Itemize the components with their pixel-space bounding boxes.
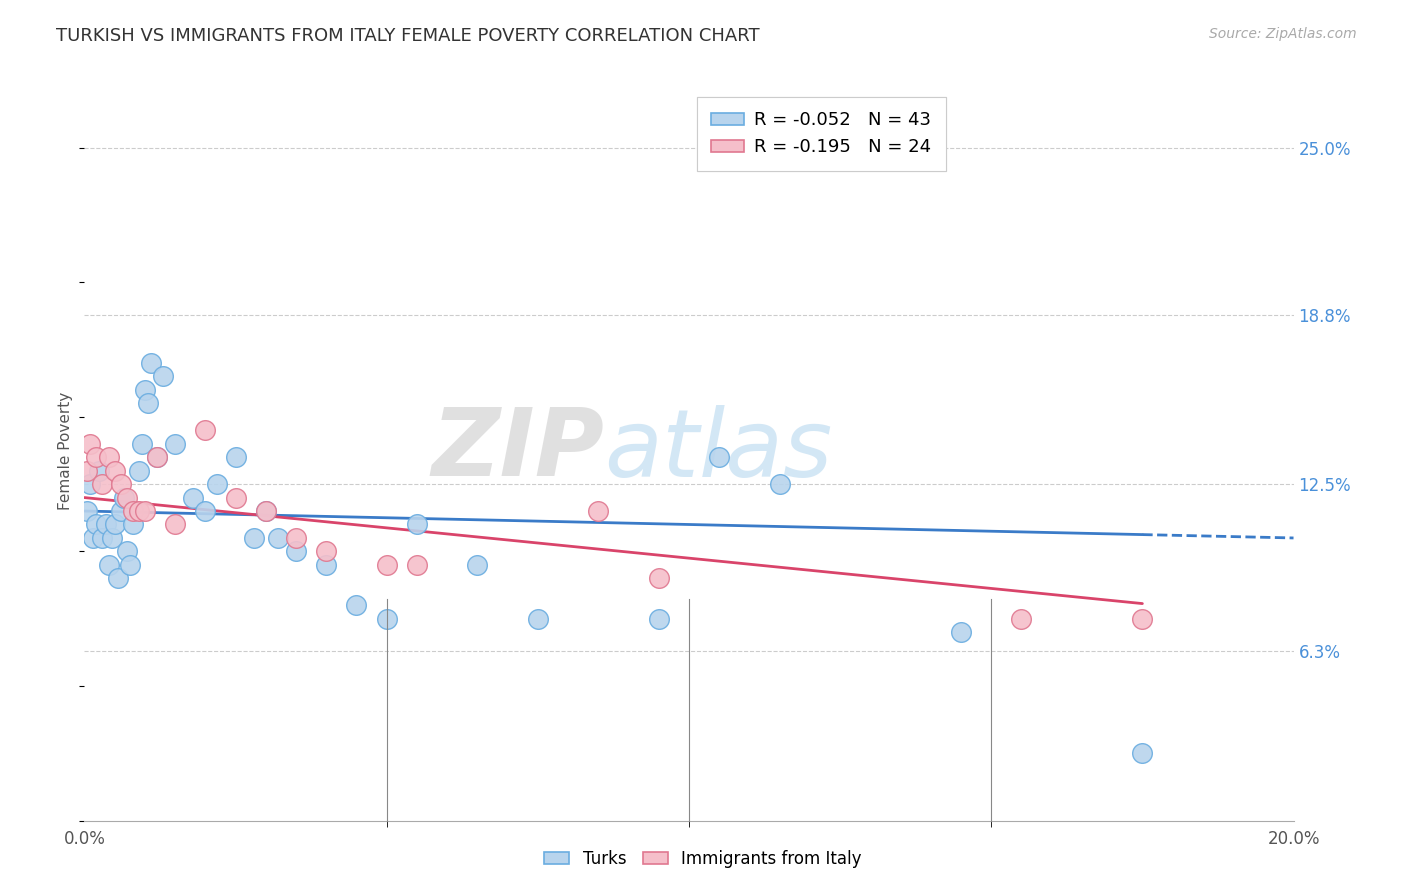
Point: [76, 464, 98, 478]
Text: atlas: atlas: [605, 405, 832, 496]
Point: [79, 436, 101, 450]
Text: Source: ZipAtlas.com: Source: ZipAtlas.com: [1209, 27, 1357, 41]
Point: [194, 423, 217, 437]
Point: [89, 464, 111, 478]
Point: [86, 450, 108, 465]
Text: TURKISH VS IMMIGRANTS FROM ITALY FEMALE POVERTY CORRELATION CHART: TURKISH VS IMMIGRANTS FROM ITALY FEMALE …: [56, 27, 759, 45]
Point: [207, 477, 229, 491]
Point: [709, 450, 731, 465]
Point: [112, 491, 135, 505]
Point: [91, 531, 114, 545]
Point: [82, 531, 104, 545]
Point: [315, 558, 337, 572]
Point: [79, 477, 101, 491]
Point: [134, 383, 156, 397]
Point: [94, 517, 117, 532]
Point: [1132, 612, 1154, 626]
Point: [648, 571, 671, 585]
Point: [588, 504, 610, 518]
Point: [242, 531, 264, 545]
Point: [115, 491, 138, 505]
Point: [527, 612, 550, 626]
Point: [225, 491, 247, 505]
Point: [375, 558, 398, 572]
Point: [769, 477, 792, 491]
Point: [107, 571, 129, 585]
Point: [285, 544, 308, 558]
Legend: R = -0.052   N = 43, R = -0.195   N = 24: R = -0.052 N = 43, R = -0.195 N = 24: [696, 96, 946, 170]
Point: [467, 558, 489, 572]
Point: [950, 625, 973, 640]
Point: [131, 436, 153, 450]
Point: [406, 558, 429, 572]
Point: [128, 464, 150, 478]
Point: [104, 517, 127, 532]
Point: [1011, 612, 1033, 626]
Point: [165, 436, 187, 450]
Point: [121, 517, 143, 532]
Point: [110, 504, 132, 518]
Point: [315, 544, 337, 558]
Legend: Turks, Immigrants from Italy: Turks, Immigrants from Italy: [537, 844, 869, 875]
Point: [406, 517, 429, 532]
Point: [146, 450, 169, 465]
Point: [165, 517, 187, 532]
Point: [139, 356, 162, 370]
Point: [86, 517, 108, 532]
Point: [136, 396, 159, 410]
Point: [97, 558, 120, 572]
Point: [115, 544, 138, 558]
Point: [225, 450, 247, 465]
Point: [254, 504, 277, 518]
Point: [285, 531, 308, 545]
Point: [134, 504, 156, 518]
Point: [194, 504, 217, 518]
Point: [648, 612, 671, 626]
Point: [121, 504, 143, 518]
Point: [97, 450, 120, 465]
Point: [146, 450, 169, 465]
Point: [152, 369, 174, 384]
Point: [104, 464, 127, 478]
Point: [346, 599, 368, 613]
Y-axis label: Female Poverty: Female Poverty: [58, 392, 73, 509]
Point: [254, 504, 277, 518]
Point: [110, 477, 132, 491]
Point: [118, 558, 141, 572]
Point: [181, 491, 204, 505]
Text: ZIP: ZIP: [432, 404, 605, 497]
Point: [1132, 747, 1154, 761]
Point: [91, 477, 114, 491]
Point: [76, 504, 98, 518]
Point: [100, 531, 122, 545]
Point: [267, 531, 290, 545]
Point: [375, 612, 398, 626]
Point: [128, 504, 150, 518]
